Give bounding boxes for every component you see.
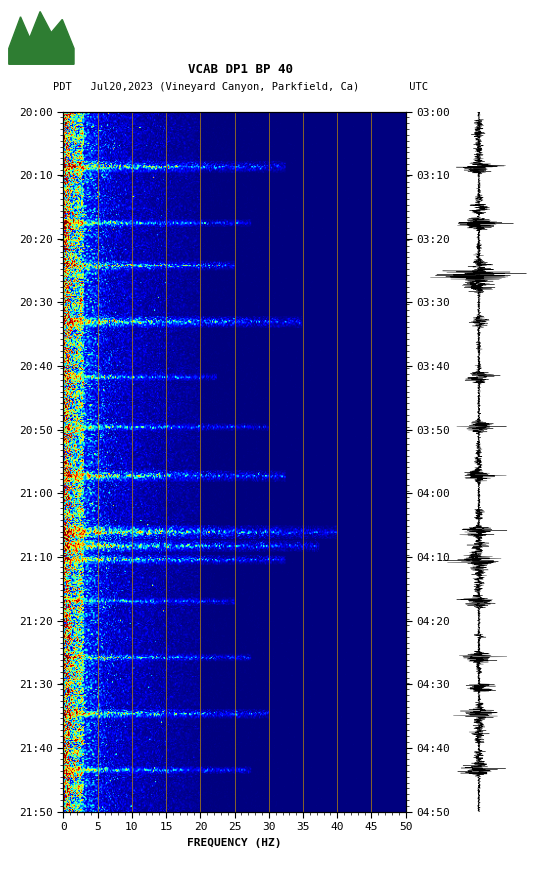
Text: USGS: USGS [24, 45, 62, 58]
X-axis label: FREQUENCY (HZ): FREQUENCY (HZ) [187, 838, 282, 847]
Text: VCAB DP1 BP 40: VCAB DP1 BP 40 [188, 63, 293, 76]
Polygon shape [9, 12, 74, 64]
Text: PDT   Jul20,2023 (Vineyard Canyon, Parkfield, Ca)        UTC: PDT Jul20,2023 (Vineyard Canyon, Parkfie… [52, 82, 428, 93]
